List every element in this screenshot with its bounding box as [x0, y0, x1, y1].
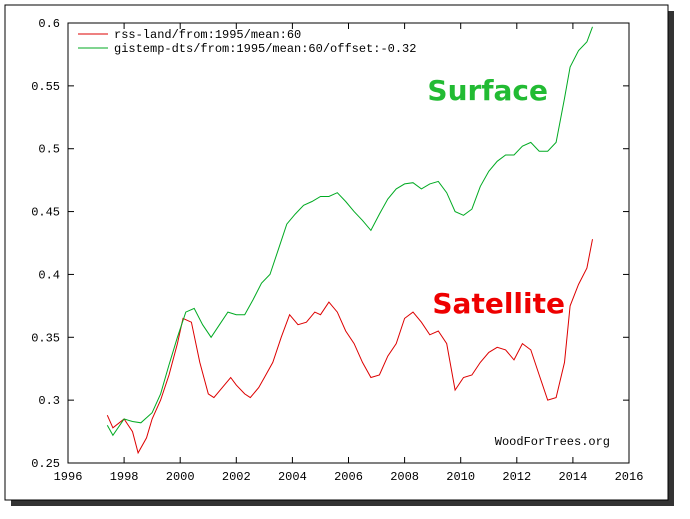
y-tick-label: 0.4 [38, 268, 60, 282]
x-tick-label: 2016 [615, 470, 644, 484]
series-line [106, 26, 593, 437]
x-tick-label: 2008 [390, 470, 419, 484]
x-tick-label: 2000 [166, 470, 195, 484]
x-tick-label: 2006 [334, 470, 363, 484]
x-tick-label: 2012 [502, 470, 531, 484]
series-line [106, 239, 593, 455]
y-tick-label: 0.5 [38, 143, 60, 157]
y-tick-label: 0.25 [31, 457, 60, 471]
y-tick-label: 0.3 [38, 394, 60, 408]
x-tick-label: 2002 [222, 470, 251, 484]
watermark: WoodForTrees.org [495, 435, 610, 449]
x-tick-label: 2014 [558, 470, 587, 484]
y-tick-label: 0.35 [31, 331, 60, 345]
y-tick-label: 0.45 [31, 206, 60, 220]
y-tick-label: 0.55 [31, 80, 60, 94]
x-tick-label: 1996 [54, 470, 83, 484]
frame [4, 4, 669, 501]
legend-label: rss-land/from:1995/mean:60 [114, 28, 301, 42]
annotation: Satellite [432, 287, 565, 320]
annotation: Surface [427, 74, 548, 107]
y-tick-label: 0.6 [38, 17, 60, 31]
x-tick-label: 1998 [110, 470, 139, 484]
legend-label: gistemp-dts/from:1995/mean:60/offset:-0.… [114, 42, 416, 56]
x-tick-label: 2010 [446, 470, 475, 484]
x-tick-label: 2004 [278, 470, 307, 484]
